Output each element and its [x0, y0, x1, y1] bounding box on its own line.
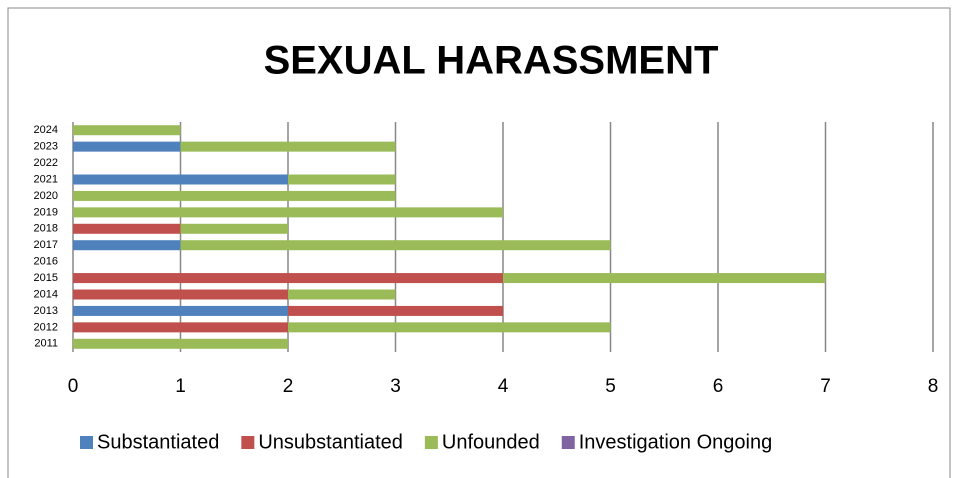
- bar-segment: [73, 338, 288, 349]
- bar-segment: [73, 190, 396, 201]
- bar-segment: [73, 207, 503, 218]
- y-tick-label: 2020: [34, 190, 58, 202]
- y-tick-label: 2018: [34, 223, 58, 235]
- legend-swatch: [80, 436, 93, 449]
- y-tick-label: 2022: [34, 157, 58, 169]
- x-tick-label: 5: [605, 376, 616, 397]
- bar-segment: [73, 223, 181, 234]
- bar-segment: [288, 322, 611, 333]
- x-tick-label: 0: [68, 376, 79, 397]
- bar-segment: [288, 174, 396, 185]
- legend-swatch: [424, 436, 438, 449]
- x-tick-label: 1: [175, 376, 186, 397]
- y-tick-label: 2017: [34, 239, 58, 251]
- bar-segment: [288, 289, 396, 300]
- legend-label: Unsubstantiated: [258, 431, 403, 453]
- bar-segment: [73, 125, 181, 136]
- bar-segment: [503, 273, 826, 284]
- y-tick-label: 2021: [34, 173, 58, 185]
- x-tick-label: 7: [820, 376, 831, 397]
- bar-segment: [73, 174, 288, 185]
- y-tick-label: 2013: [34, 305, 58, 317]
- x-tick-label: 3: [390, 376, 401, 397]
- y-tick-label: 2016: [34, 256, 58, 268]
- y-tick-label: 2012: [34, 321, 58, 333]
- y-tick-label: 2014: [34, 288, 58, 300]
- legend-swatch: [241, 436, 255, 449]
- legend-label: Substantiated: [97, 431, 219, 453]
- legend-label: Investigation Ongoing: [579, 431, 772, 453]
- y-tick-label: 2011: [34, 338, 58, 350]
- x-tick-label: 8: [928, 376, 939, 397]
- bar-segment: [73, 240, 181, 251]
- y-tick-label: 2023: [34, 141, 58, 153]
- chart-border: [7, 7, 951, 478]
- bar-segment: [73, 141, 181, 152]
- bar-segment: [288, 305, 503, 316]
- x-tick-label: 4: [498, 376, 509, 397]
- bar-segment: [180, 223, 288, 234]
- legend-label: Unfounded: [442, 431, 540, 453]
- bar-segment: [180, 141, 396, 152]
- bar-segment: [180, 240, 611, 251]
- x-tick-label: 6: [713, 376, 724, 397]
- y-tick-label: 2024: [34, 124, 58, 136]
- chart-title: SEXUAL HARASSMENT: [264, 39, 719, 83]
- bar-segment: [73, 305, 288, 316]
- y-tick-label: 2015: [34, 272, 58, 284]
- bar-segment: [73, 273, 503, 284]
- bar-segment: [73, 289, 288, 300]
- x-tick-label: 2: [283, 376, 294, 397]
- bar-segment: [73, 322, 288, 333]
- legend-swatch: [561, 436, 575, 449]
- y-tick-label: 2019: [34, 206, 58, 218]
